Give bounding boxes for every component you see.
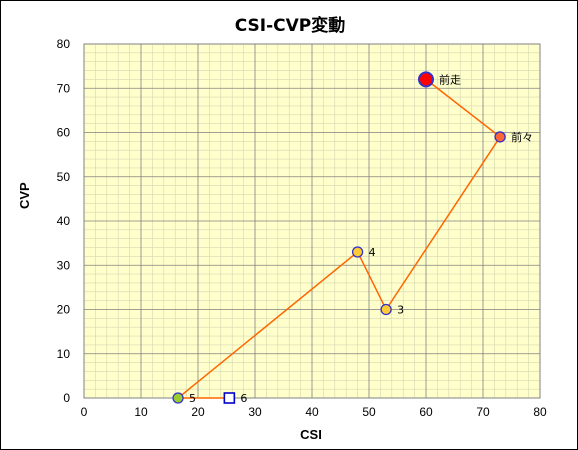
y-tick-labels: 0 10 20 30 40 50 60 70 80 bbox=[57, 37, 71, 405]
y-tick-label: 10 bbox=[57, 347, 71, 361]
x-tick-label: 0 bbox=[81, 405, 88, 419]
chart-title: CSI-CVP変動 bbox=[234, 16, 346, 36]
x-tick-labels: 0 10 20 30 40 50 60 70 80 bbox=[81, 405, 547, 419]
x-tick-label: 80 bbox=[533, 405, 547, 419]
major-grid bbox=[83, 43, 541, 399]
x-tick-label: 70 bbox=[476, 405, 490, 419]
data-point-marker bbox=[380, 303, 392, 316]
data-point-label: 6 bbox=[240, 392, 247, 405]
x-tick-label: 20 bbox=[191, 405, 205, 419]
data-point-marker bbox=[351, 246, 364, 258]
data-point-marker bbox=[418, 71, 434, 88]
data-point-marker bbox=[172, 392, 184, 404]
x-axis-label: CSI bbox=[300, 427, 322, 442]
data-point-label: 4 bbox=[369, 246, 376, 259]
data-point-label: 3 bbox=[397, 304, 404, 317]
y-tick-label: 40 bbox=[57, 214, 71, 228]
data-point-label: 5 bbox=[189, 392, 196, 405]
data-point-label: 前走 bbox=[439, 72, 461, 86]
y-tick-label: 70 bbox=[57, 81, 71, 95]
y-tick-label: 60 bbox=[57, 126, 71, 140]
y-tick-label: 0 bbox=[63, 391, 70, 405]
x-tick-label: 60 bbox=[419, 405, 433, 419]
x-tick-label: 40 bbox=[305, 405, 319, 419]
x-tick-label: 50 bbox=[362, 405, 376, 419]
data-markers bbox=[172, 71, 506, 404]
data-point-label: 前々 bbox=[511, 130, 533, 144]
y-tick-label: 30 bbox=[57, 258, 71, 272]
data-point-marker bbox=[223, 392, 236, 404]
y-tick-label: 50 bbox=[57, 170, 71, 184]
y-tick-label: 80 bbox=[57, 37, 71, 51]
series-line bbox=[175, 78, 502, 399]
x-tick-label: 10 bbox=[134, 405, 148, 419]
data-point-marker bbox=[494, 131, 506, 143]
x-tick-label: 30 bbox=[248, 405, 262, 419]
y-tick-label: 20 bbox=[57, 303, 71, 317]
